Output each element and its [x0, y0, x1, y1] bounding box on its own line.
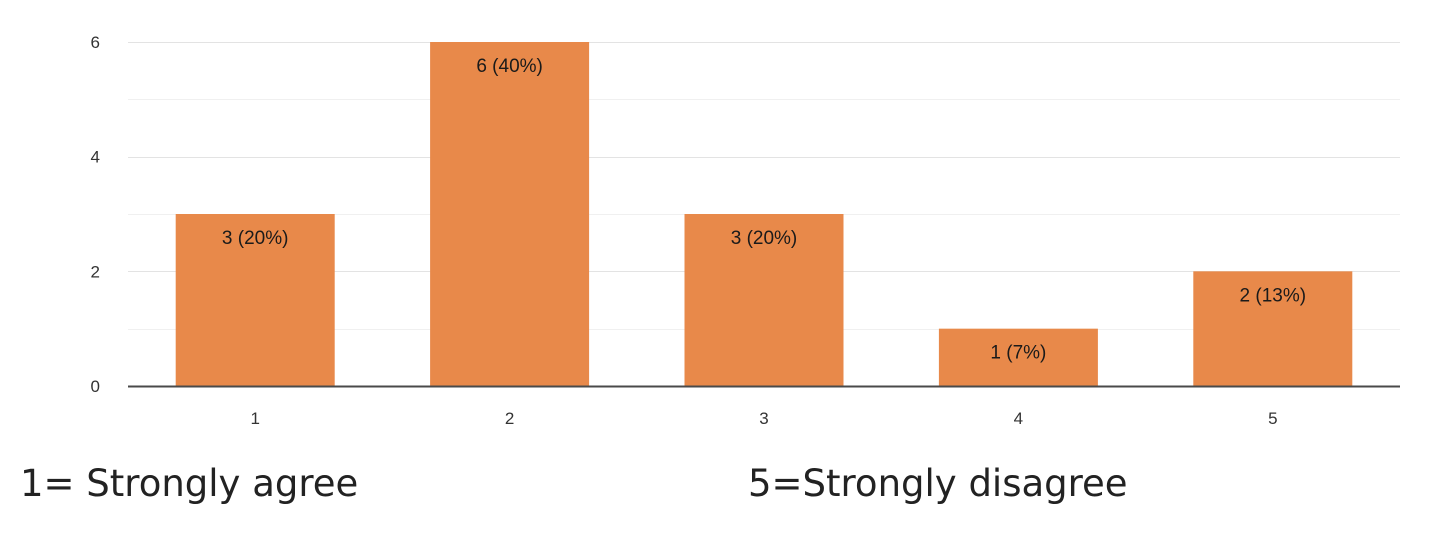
bar-4 — [938, 328, 1098, 386]
bar-1 — [175, 214, 335, 386]
x-tick-label: 2 — [505, 409, 514, 428]
y-tick-label: 4 — [91, 148, 100, 167]
x-tick-label: 1 — [250, 409, 259, 428]
y-tick-label: 0 — [91, 377, 100, 396]
bar-2 — [430, 42, 590, 386]
bar-data-label: 3 (20%) — [731, 228, 798, 249]
x-tick-label: 5 — [1268, 409, 1277, 428]
y-axis-tick-labels: 0 2 4 6 — [91, 33, 100, 396]
x-tick-label: 3 — [759, 409, 768, 428]
bar-5 — [1193, 271, 1353, 386]
bars — [175, 42, 1353, 386]
bar-data-label: 1 (7%) — [990, 343, 1046, 364]
bar-data-label: 3 (20%) — [222, 228, 289, 249]
bar-data-labels: 3 (20%) 6 (40%) 3 (20%) 1 (7%) 2 (13%) — [222, 56, 1306, 364]
y-tick-label: 6 — [91, 33, 100, 52]
bar-3 — [684, 214, 844, 386]
y-tick-label: 2 — [91, 262, 100, 281]
scale-note-strongly-agree: 1= Strongly agree — [20, 462, 359, 505]
scale-note-strongly-disagree: 5=Strongly disagree — [748, 462, 1128, 505]
bar-data-label: 2 (13%) — [1240, 285, 1307, 306]
x-axis-tick-labels: 1 2 3 4 5 — [250, 409, 1277, 428]
bar-data-label: 6 (40%) — [476, 56, 543, 77]
x-tick-label: 4 — [1014, 409, 1023, 428]
